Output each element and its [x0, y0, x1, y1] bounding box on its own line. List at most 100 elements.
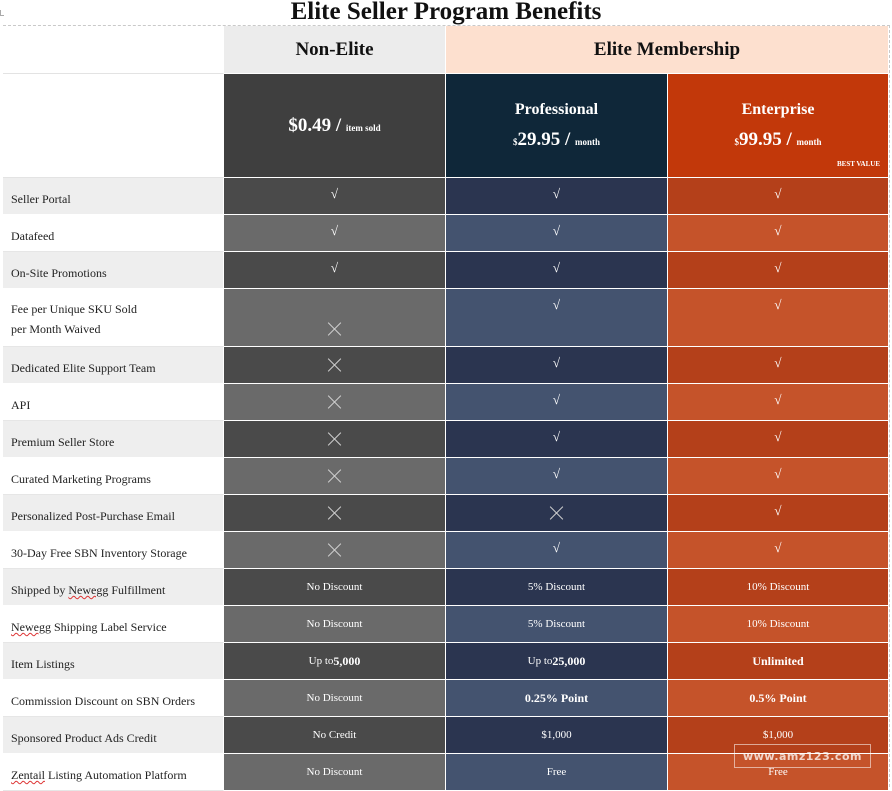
value-cell: 10% Discount: [668, 569, 889, 606]
value-cell: No Discount: [224, 569, 446, 606]
cross-icon: [328, 432, 342, 446]
price-amount: 29.95: [517, 128, 561, 150]
check-icon: √: [224, 215, 446, 252]
header-non-elite: Non-Elite: [224, 26, 446, 74]
value-cell: No Credit: [224, 717, 446, 754]
row-label: Newegg Shipping Label Service: [3, 606, 224, 643]
row-label-text: Zentail Listing Automation Platform: [11, 765, 187, 785]
cross-cell: [224, 289, 446, 347]
check-icon: √: [446, 458, 668, 495]
value-cell: Unlimited: [668, 643, 889, 680]
price-unit: month: [575, 136, 601, 147]
check-icon: √: [446, 532, 668, 569]
page-title: Elite Seller Program Benefits: [290, 0, 602, 25]
row-label-line: per Month Waived: [11, 322, 101, 336]
value-cell: Up to 25,000: [446, 643, 668, 680]
price-amount: $0.49: [288, 114, 332, 136]
check-icon: √: [668, 289, 889, 347]
check-icon: √: [668, 421, 889, 458]
value-bold: 0.25% Point: [524, 690, 589, 705]
cross-cell: [224, 421, 446, 458]
cross-cell: [224, 384, 446, 421]
row-label: Shipped by Newegg Fulfillment: [3, 569, 224, 606]
check-icon: √: [668, 252, 889, 289]
check-icon: √: [668, 384, 889, 421]
price-unit: item sold: [345, 122, 381, 133]
price-separator: /: [560, 128, 575, 150]
check-icon: √: [446, 252, 668, 289]
value-bold: 5,000: [333, 653, 361, 668]
cross-cell: [446, 495, 668, 532]
check-icon: √: [224, 252, 446, 289]
benefits-table: Non-Elite Elite Membership $0.49 / item …: [3, 26, 889, 791]
check-icon: √: [668, 495, 889, 532]
value-cell: 5% Discount: [446, 606, 668, 643]
value-cell: No Discount: [224, 680, 446, 717]
price-professional: Professional $29.95 / month: [446, 74, 668, 178]
watermark: www.amz123.com: [734, 744, 871, 768]
row-label-brand: Zentail: [11, 768, 45, 782]
value-cell: Free: [446, 754, 668, 791]
value-cell: $1,000: [668, 717, 889, 754]
check-icon: √: [668, 458, 889, 495]
row-label-brand: Newegg: [68, 583, 109, 597]
check-icon: √: [446, 178, 668, 215]
value-cell: 0.5% Point: [668, 680, 889, 717]
row-label: Personalized Post-Purchase Email: [3, 495, 224, 532]
cross-icon: [328, 395, 342, 409]
row-label: 30-Day Free SBN Inventory Storage: [3, 532, 224, 569]
row-label: Datafeed: [3, 215, 224, 252]
check-icon: √: [668, 178, 889, 215]
best-value-badge: BEST VALUE: [837, 160, 880, 168]
check-icon: √: [668, 215, 889, 252]
value-prefix: Up to: [308, 655, 334, 667]
row-label: Item Listings: [3, 643, 224, 680]
row-label-text: Newegg Shipping Label Service: [11, 617, 167, 637]
cross-icon: [328, 506, 342, 520]
cross-icon: [328, 322, 342, 336]
check-icon: √: [446, 347, 668, 384]
check-icon: √: [446, 421, 668, 458]
row-label: On-Site Promotions: [3, 252, 224, 289]
table-frame: [3, 25, 890, 787]
price-unit: month: [796, 136, 822, 147]
cross-icon: [550, 506, 564, 520]
cross-cell: [224, 495, 446, 532]
row-label: Seller Portal: [3, 178, 224, 215]
value-bold: 0.5% Point: [749, 690, 807, 705]
row-label-brand: Newegg: [11, 620, 51, 634]
check-icon: √: [446, 289, 668, 347]
row-label: Dedicated Elite Support Team: [3, 347, 224, 384]
value-cell: 5% Discount: [446, 569, 668, 606]
row-label-post: Shipping Label Service: [50, 620, 167, 634]
cross-icon: [328, 469, 342, 483]
value-cell: Free: [668, 754, 889, 791]
row-label: Premium Seller Store: [3, 421, 224, 458]
row-label: Fee per Unique SKU Sold per Month Waived: [3, 289, 224, 347]
price-separator: /: [781, 128, 797, 150]
value-cell: 0.25% Point: [446, 680, 668, 717]
price-enterprise: Enterprise $99.95 / month BEST VALUE: [668, 74, 889, 178]
tier-name-enterprise: Enterprise: [741, 100, 815, 118]
check-icon: √: [668, 532, 889, 569]
price-corner: [3, 74, 224, 178]
check-icon: √: [446, 215, 668, 252]
cross-icon: [328, 358, 342, 372]
value-cell: Up to 5,000: [224, 643, 446, 680]
row-label-line: Fee per Unique SKU Sold: [11, 302, 137, 316]
header-corner: [3, 26, 224, 74]
check-icon: √: [668, 347, 889, 384]
price-amount: 99.95: [738, 128, 782, 150]
row-label: Curated Marketing Programs: [3, 458, 224, 495]
value-cell: 10% Discount: [668, 606, 889, 643]
tier-name-professional: Professional: [514, 100, 599, 118]
check-icon: √: [446, 384, 668, 421]
row-label-post: Fulfillment: [108, 583, 166, 597]
value-cell: No Discount: [224, 606, 446, 643]
row-label-lines: Fee per Unique SKU Sold per Month Waived: [11, 299, 137, 339]
cross-cell: [224, 347, 446, 384]
value-cell: $1,000: [446, 717, 668, 754]
price-non-elite: $0.49 / item sold: [224, 74, 446, 178]
row-label: Commission Discount on SBN Orders: [3, 680, 224, 717]
value-cell: No Discount: [224, 754, 446, 791]
